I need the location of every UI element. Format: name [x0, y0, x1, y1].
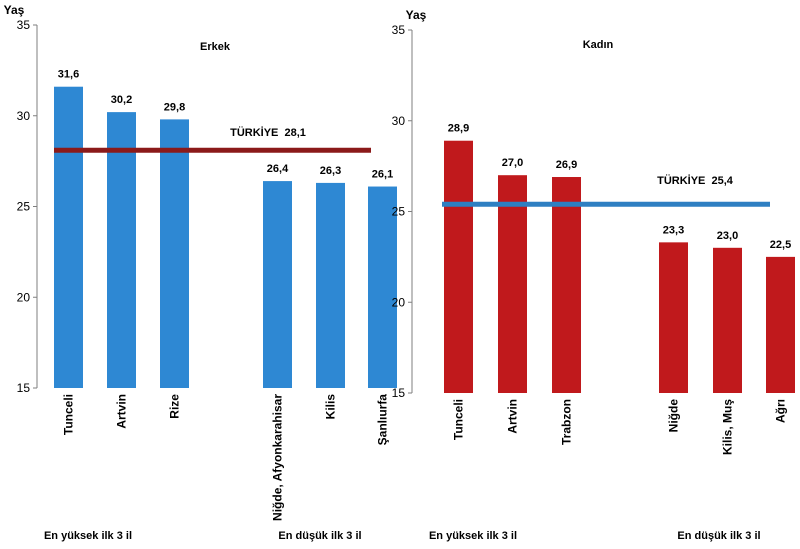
erkek-category-label: Kilis — [324, 394, 338, 420]
kadin-bar-value-label: 23,3 — [663, 224, 684, 236]
kadin-bar-value-label: 22,5 — [770, 239, 791, 251]
erkek-bar-value-label: 29,8 — [164, 101, 185, 113]
kadin-y-tick-label: 20 — [392, 295, 406, 309]
erkek-y-tick-label: 25 — [17, 200, 31, 214]
erkek-chart-title: Erkek — [200, 41, 231, 53]
kadin-category-label: Niğde — [667, 399, 681, 433]
kadin-category-label: Tunceli — [452, 399, 466, 440]
erkek-bar — [263, 181, 292, 388]
erkek-reference-label: TÜRKİYE 28,1 — [230, 126, 306, 139]
kadin-y-tick-label: 25 — [392, 205, 406, 219]
kadin-bar-value-label: 26,9 — [556, 159, 577, 171]
kadin-y-tick-label: 30 — [392, 114, 406, 128]
kadin-bar-value-label: 28,9 — [448, 123, 469, 135]
kadin-chart-title: Kadın — [583, 39, 614, 51]
erkek-bar — [368, 186, 397, 388]
erkek-y-tick-label: 20 — [17, 290, 31, 304]
kadin-y-tick-label: 15 — [392, 386, 406, 400]
erkek-category-label: Şanlıurfa — [376, 394, 390, 446]
erkek-bar-value-label: 26,3 — [320, 165, 341, 177]
erkek-y-tick-label: 30 — [17, 109, 31, 123]
erkek-group-label: En yüksek ilk 3 il — [44, 530, 132, 542]
erkek-bar-value-label: 26,1 — [372, 169, 393, 181]
kadin-bar — [713, 247, 742, 393]
kadin-group-label: En düşük ilk 3 il — [677, 530, 760, 542]
kadin-reference-label: TÜRKİYE 25,4 — [657, 174, 734, 187]
erkek-category-label: Rize — [168, 394, 182, 419]
erkek-bar — [107, 112, 136, 389]
kadin-category-label: Trabzon — [560, 399, 574, 445]
kadin-bar-value-label: 27,0 — [502, 157, 523, 169]
kadin-category-label: Artvin — [506, 399, 520, 434]
kadin-bar — [766, 256, 795, 393]
kadin-bar — [498, 175, 527, 393]
kadin-group-label: En yüksek ilk 3 il — [429, 530, 517, 542]
kadin-category-label: Kilis, Muş — [721, 399, 735, 455]
erkek-y-tick-label: 15 — [17, 381, 31, 395]
kadin-y-axis-label: Yaş — [406, 8, 427, 22]
erkek-bar-value-label: 31,6 — [58, 69, 79, 81]
erkek-group-label: En düşük ilk 3 il — [278, 530, 361, 542]
kadin-bar — [552, 177, 581, 393]
kadin-y-tick-label: 35 — [392, 23, 406, 37]
erkek-bar-value-label: 30,2 — [111, 94, 132, 106]
erkek-category-label: Tunceli — [62, 394, 76, 435]
erkek-bar — [54, 86, 83, 389]
kadin-bar-value-label: 23,0 — [717, 230, 738, 242]
erkek-category-label: Niğde, Afyonkarahisar — [271, 394, 285, 521]
erkek-y-axis-label: Yaş — [4, 3, 25, 17]
kadin-category-label: Ağrı — [774, 399, 788, 423]
erkek-bar — [160, 119, 189, 388]
erkek-y-tick-label: 35 — [17, 18, 31, 32]
erkek-category-label: Artvin — [115, 394, 129, 429]
erkek-bar-value-label: 26,4 — [267, 163, 289, 175]
erkek-bar — [316, 182, 345, 388]
kadin-bar — [444, 140, 473, 393]
kadin-bar — [659, 242, 688, 393]
